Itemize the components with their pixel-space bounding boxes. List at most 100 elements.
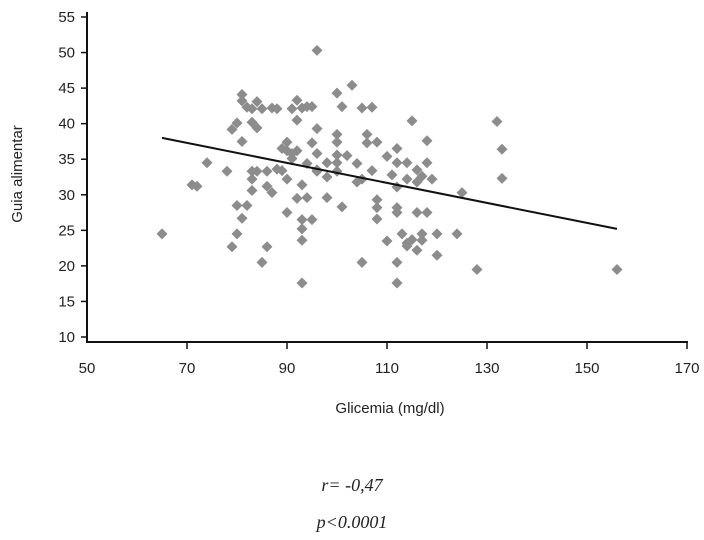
x-ticks-layer: 50 70 90 110 130 150 170: [79, 342, 700, 377]
data-point: [366, 101, 378, 113]
data-point: [336, 101, 348, 113]
data-point: [356, 102, 368, 114]
y-tick-label: 25: [58, 222, 75, 239]
data-point: [371, 194, 383, 206]
data-point: [611, 263, 623, 275]
data-point: [396, 228, 408, 240]
data-point: [381, 235, 393, 247]
data-point: [411, 244, 423, 256]
y-tick-label: 15: [58, 293, 75, 310]
data-point: [301, 192, 313, 204]
data-point: [246, 103, 258, 115]
data-point: [321, 192, 333, 204]
data-point: [416, 234, 428, 246]
data-point: [236, 89, 248, 101]
x-tick-label: 50: [79, 360, 96, 377]
y-tick-label: 10: [58, 329, 75, 346]
data-point: [346, 79, 358, 91]
data-point: [266, 187, 278, 199]
data-point: [496, 143, 508, 155]
data-point: [371, 213, 383, 225]
data-point: [286, 103, 298, 115]
y-tick-label: 30: [58, 187, 75, 204]
data-point: [226, 123, 238, 135]
data-point: [351, 157, 363, 169]
data-point: [401, 240, 413, 252]
data-point: [276, 165, 288, 177]
data-point: [281, 136, 293, 148]
data-point: [331, 157, 343, 169]
data-point: [331, 87, 343, 99]
data-point: [416, 170, 428, 182]
data-point: [411, 207, 423, 219]
data-point: [361, 137, 373, 149]
y-tick-label: 55: [58, 9, 75, 26]
p-value: p<0.0001: [316, 512, 388, 532]
data-point: [236, 135, 248, 147]
data-point: [296, 223, 308, 235]
data-point: [421, 135, 433, 147]
data-point: [291, 192, 303, 204]
data-point: [451, 228, 463, 240]
data-point: [261, 241, 273, 253]
data-point: [331, 136, 343, 148]
data-point: [241, 199, 253, 211]
data-point: [386, 169, 398, 181]
data-point: [246, 185, 258, 197]
data-point: [296, 214, 308, 226]
data-point: [296, 179, 308, 191]
data-point: [321, 171, 333, 183]
data-point: [231, 117, 243, 129]
data-point: [366, 165, 378, 177]
y-tick-label: 35: [58, 151, 75, 168]
x-axis-title: Glicemia (mg/dl): [335, 400, 444, 417]
data-point: [391, 207, 403, 219]
data-point: [191, 180, 203, 192]
data-point: [371, 202, 383, 214]
data-point: [306, 137, 318, 149]
data-point: [406, 234, 418, 246]
data-point: [391, 277, 403, 289]
y-tick-label: 20: [58, 258, 75, 275]
y-tick-label: 45: [58, 80, 75, 97]
data-point: [421, 207, 433, 219]
data-point: [411, 164, 423, 176]
data-point: [156, 228, 168, 240]
data-point: [281, 207, 293, 219]
data-point: [391, 157, 403, 169]
data-point: [221, 165, 233, 177]
correlation-coefficient: r= -0,47: [321, 475, 383, 495]
data-point: [226, 241, 238, 253]
x-tick-label: 170: [674, 360, 699, 377]
data-point: [496, 172, 508, 184]
x-tick-label: 110: [375, 360, 399, 377]
data-point: [401, 157, 413, 169]
data-point: [296, 277, 308, 289]
points-layer: [156, 44, 623, 289]
data-point: [391, 256, 403, 268]
data-point: [261, 165, 273, 177]
data-point: [236, 95, 248, 107]
data-point: [246, 173, 258, 185]
data-point: [311, 44, 323, 56]
data-point: [336, 201, 348, 213]
y-tick-label: 50: [58, 45, 75, 62]
data-point: [231, 228, 243, 240]
data-point: [406, 115, 418, 127]
y-axis-title: Guia alimentar: [9, 125, 26, 223]
data-point: [306, 101, 318, 113]
data-point: [306, 214, 318, 226]
data-point: [251, 165, 263, 177]
data-point: [421, 157, 433, 169]
data-point: [371, 136, 383, 148]
data-point: [291, 114, 303, 126]
data-point: [426, 173, 438, 185]
data-point: [311, 148, 323, 160]
data-point: [236, 212, 248, 224]
data-point: [231, 199, 243, 211]
x-tick-label: 130: [474, 360, 499, 377]
y-tick-label: 40: [58, 116, 75, 133]
data-point: [281, 173, 293, 185]
data-point: [456, 187, 468, 199]
data-point: [431, 249, 443, 261]
